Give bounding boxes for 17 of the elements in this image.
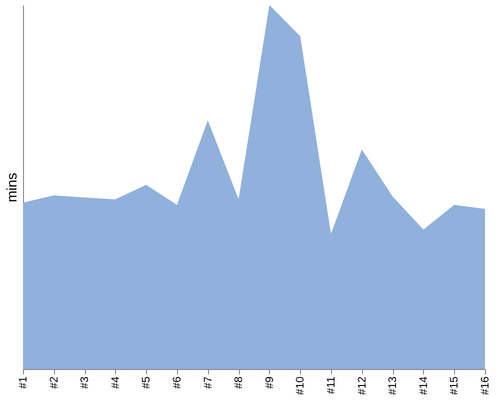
x-tick-label: #11 [326, 376, 338, 394]
x-tick-label: #13 [387, 376, 400, 395]
x-tick-label: #10 [294, 376, 307, 395]
x-tick-label: #8 [233, 376, 246, 389]
x-tick-label: #6 [172, 376, 184, 389]
x-tick-label: #7 [202, 376, 214, 389]
x-tick-label: #16 [480, 376, 492, 395]
x-tick-label: #9 [264, 376, 276, 389]
x-tick-label: #5 [140, 376, 153, 389]
x-tick-label: #1 [18, 376, 30, 389]
x-tick-label: #14 [418, 376, 430, 395]
x-tick-label: #4 [110, 376, 122, 389]
x-tick-label: #15 [448, 376, 461, 395]
x-tick-label: #3 [79, 376, 92, 389]
x-tick-label: #12 [356, 376, 368, 395]
y-axis-title: mins [4, 172, 20, 202]
x-tick-label: #2 [48, 376, 60, 389]
